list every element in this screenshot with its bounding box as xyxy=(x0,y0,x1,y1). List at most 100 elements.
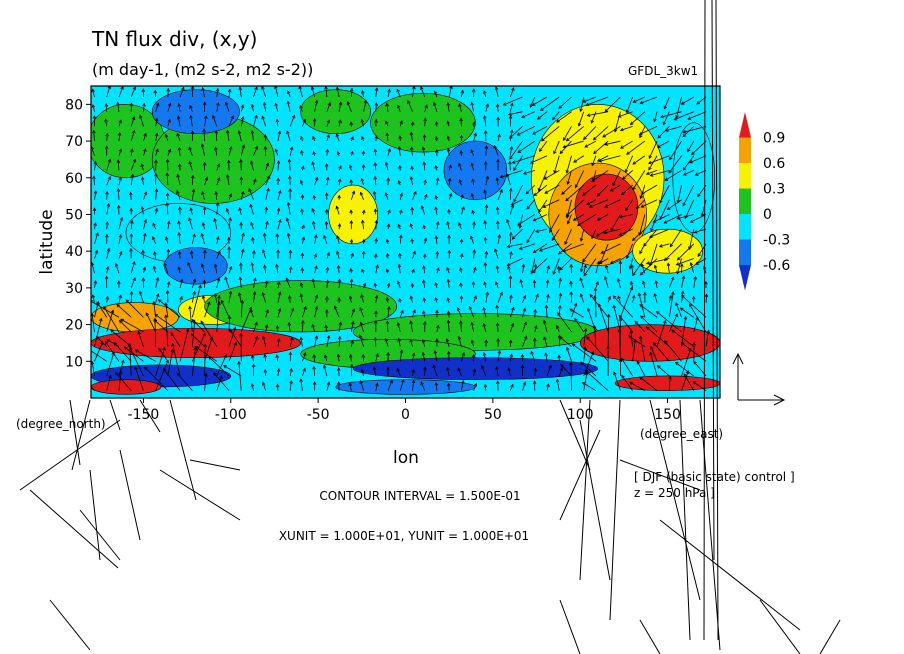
flux-vector-head xyxy=(95,232,99,236)
flux-vector xyxy=(600,243,609,264)
flux-vector-head xyxy=(286,100,291,105)
overflow-vector xyxy=(639,619,661,654)
flux-vector-head xyxy=(360,177,365,182)
flux-vector-head xyxy=(650,227,654,232)
flux-vector xyxy=(188,217,193,230)
flux-vector xyxy=(533,214,548,222)
flux-vector-head xyxy=(446,297,451,301)
flux-vector-head xyxy=(518,246,523,250)
y-tick-label: 80 xyxy=(65,97,83,113)
flux-vector xyxy=(650,170,670,177)
flux-vector-head xyxy=(143,218,148,223)
flux-vector-head xyxy=(637,292,642,297)
flux-vector-head xyxy=(522,307,527,312)
flux-vector xyxy=(448,383,450,391)
flux-vector-head xyxy=(511,306,515,311)
flux-vector xyxy=(93,176,95,186)
flux-vector xyxy=(446,338,450,347)
flux-vector-head xyxy=(299,179,304,184)
flux-vector-head xyxy=(461,352,465,356)
flux-vector-head xyxy=(263,264,267,269)
flux-vector xyxy=(265,188,269,200)
flux-vector-head xyxy=(120,318,124,323)
shaded-region-5 xyxy=(328,184,378,245)
flux-vector-head xyxy=(668,375,672,380)
flux-vector-head xyxy=(562,249,566,253)
flux-vector-head xyxy=(374,219,379,224)
flux-vector-head xyxy=(565,169,570,174)
flux-vector xyxy=(334,306,340,318)
flux-vector-head xyxy=(287,158,292,163)
flux-vector-head xyxy=(511,87,515,91)
flux-vector-head xyxy=(544,190,549,194)
flux-vector xyxy=(130,192,132,200)
flux-vector xyxy=(424,179,426,186)
flux-vector xyxy=(539,140,548,152)
flux-vector xyxy=(689,303,707,333)
y-tick-label: 40 xyxy=(65,244,83,260)
flux-vector-head xyxy=(617,295,621,300)
flux-vector-head xyxy=(495,366,499,370)
flux-vector xyxy=(325,221,328,230)
flux-vector xyxy=(189,105,193,112)
flux-vector-head xyxy=(190,333,195,337)
flux-vector xyxy=(579,278,585,289)
flux-vector xyxy=(165,134,169,142)
flux-vector xyxy=(681,291,684,303)
flux-vector-head xyxy=(275,383,280,388)
flux-vector-head xyxy=(434,297,438,301)
flux-vector-head xyxy=(212,114,216,119)
flux-vector xyxy=(653,342,670,362)
flux-vector xyxy=(302,237,305,244)
flux-vector xyxy=(682,126,695,137)
flux-vector-head xyxy=(223,353,227,358)
flux-vector-head xyxy=(563,137,567,142)
flux-vector xyxy=(313,366,316,377)
flux-vector xyxy=(422,147,426,156)
flux-vector xyxy=(302,119,306,127)
flux-vector-head xyxy=(687,116,692,120)
flux-vector-head xyxy=(104,145,109,150)
flux-vector-head xyxy=(118,176,122,181)
flux-vector-head xyxy=(362,209,366,214)
flux-vector-head xyxy=(311,278,316,283)
flux-vector xyxy=(565,199,584,217)
flux-vector-head xyxy=(118,148,123,153)
flux-vector xyxy=(299,105,303,112)
flux-vector xyxy=(92,89,95,98)
flux-vector-head xyxy=(410,165,414,170)
flux-vector-head xyxy=(565,346,570,351)
flux-vector-head xyxy=(241,190,245,195)
flux-vector xyxy=(557,312,572,333)
flux-vector xyxy=(520,279,523,288)
flux-vector-head xyxy=(551,237,555,242)
flux-vector-head xyxy=(311,323,315,328)
colorbar-label: 0.6 xyxy=(763,156,785,172)
flux-vector xyxy=(144,366,169,391)
flux-vector xyxy=(513,184,523,202)
flux-vector-head xyxy=(583,346,587,350)
flux-vector xyxy=(338,178,341,186)
flux-vector xyxy=(434,91,438,98)
unit-note: XUNIT = 1.000E+01, YUNIT = 1.000E+01 xyxy=(279,529,529,543)
flux-vector-head xyxy=(118,319,123,324)
flux-vector xyxy=(116,304,132,318)
flux-vector xyxy=(473,267,476,274)
flux-vector xyxy=(361,119,364,127)
flux-vector xyxy=(96,336,108,347)
flux-vector-head xyxy=(484,250,489,255)
flux-vector xyxy=(683,170,694,176)
flux-vector-head xyxy=(93,160,98,165)
flux-vector-head xyxy=(422,279,426,284)
flux-vector xyxy=(496,265,499,274)
flux-vector-head xyxy=(106,247,111,252)
flux-vector xyxy=(115,263,120,274)
flux-vector xyxy=(178,232,181,244)
flux-vector-head xyxy=(288,187,292,192)
flux-vector xyxy=(583,258,597,277)
flux-vector-head xyxy=(410,206,414,211)
flux-vector-head xyxy=(93,280,98,284)
flux-vector-head xyxy=(336,264,341,269)
flux-vector-head xyxy=(338,119,342,124)
